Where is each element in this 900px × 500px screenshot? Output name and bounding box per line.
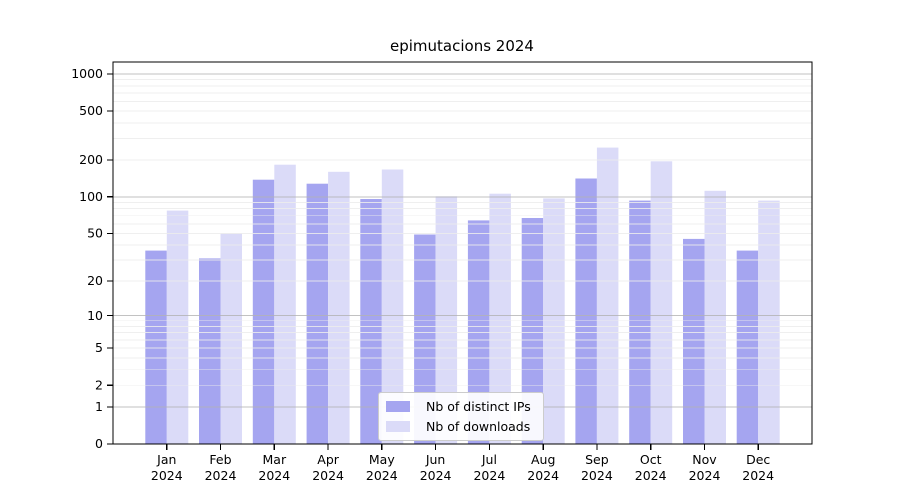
distinct-ips-swatch-icon <box>386 401 410 412</box>
bar-oct-downloads <box>650 161 673 445</box>
bar-dec-ips <box>736 250 759 444</box>
grid-layer <box>113 73 812 408</box>
chart-title: epimutacions 2024 <box>390 37 534 55</box>
bar-may-downloads <box>381 169 404 444</box>
x-tick-label-jun: Jun 2024 <box>420 452 452 483</box>
bar-sep-ips <box>575 178 597 444</box>
x-tick-label-oct: Oct 2024 <box>635 452 667 483</box>
bar-dec-downloads <box>758 200 780 444</box>
x-tick-label-mar: Mar 2024 <box>258 452 290 483</box>
x-tick-label-jul: Jul 2024 <box>473 452 505 483</box>
bar-jun-downloads <box>435 196 458 444</box>
bar-mar-downloads <box>274 164 296 444</box>
x-tick-label-sep: Sep 2024 <box>581 452 613 483</box>
bar-nov-downloads <box>704 190 726 444</box>
y-tick-label: 0 <box>95 436 103 451</box>
bar-mar-ips <box>252 179 275 444</box>
legend: Nb of distinct IPs Nb of downloads <box>378 392 544 441</box>
bar-sep-downloads <box>596 147 619 444</box>
bar-jan-downloads <box>166 210 189 444</box>
legend-label-distinct-ips: Nb of distinct IPs <box>426 399 531 414</box>
bar-oct-ips <box>629 200 651 444</box>
y-tick-label: 500 <box>79 103 103 118</box>
y-tick-label: 100 <box>79 189 103 204</box>
legend-item-downloads: Nb of downloads <box>386 418 531 435</box>
legend-item-distinct-ips: Nb of distinct IPs <box>386 398 531 415</box>
y-tick-label: 1 <box>95 399 103 414</box>
y-tick-label: 20 <box>87 273 103 288</box>
y-tick-label: 5 <box>95 340 103 355</box>
axes-layer: 0 1 2 5 10 20 50 100 200 500 1000 Jan 2024 Feb 2024 Mar… <box>71 61 813 483</box>
x-tick-label-aug: Aug 2024 <box>527 452 559 483</box>
x-tick-label-feb: Feb 2024 <box>205 452 237 483</box>
y-tick-label: 50 <box>87 226 103 241</box>
bar-aug-ips <box>521 218 544 444</box>
plot-border <box>112 61 813 445</box>
y-tick-label: 1000 <box>71 66 103 81</box>
x-tick-label-apr: Apr 2024 <box>312 452 344 483</box>
bar-jan-ips <box>145 250 167 444</box>
downloads-swatch-icon <box>386 421 410 432</box>
x-tick-label-dec: Dec 2024 <box>742 452 774 483</box>
bar-jun-ips <box>414 234 436 444</box>
legend-label-downloads: Nb of downloads <box>426 419 531 434</box>
y-tick-label: 2 <box>95 377 103 392</box>
bar-feb-ips <box>199 258 221 444</box>
x-tick-label-may: May 2024 <box>366 452 398 483</box>
bar-nov-ips <box>683 238 705 444</box>
y-tick-label: 10 <box>87 308 103 323</box>
bar-feb-downloads <box>220 233 242 444</box>
y-tick-label: 200 <box>79 152 103 167</box>
bar-apr-ips <box>306 183 329 444</box>
bar-apr-downloads <box>328 171 350 445</box>
x-tick-label-nov: Nov 2024 <box>689 452 721 483</box>
x-tick-label-jan: Jan 2024 <box>151 452 183 483</box>
bar-jul-downloads <box>489 193 511 444</box>
